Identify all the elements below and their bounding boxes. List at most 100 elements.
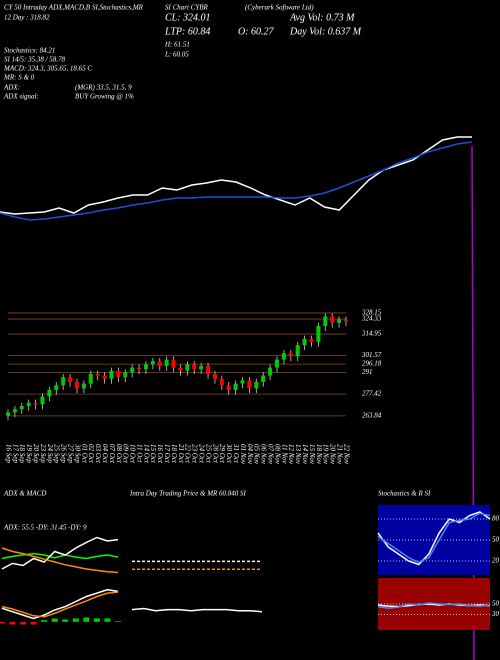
candle-body xyxy=(102,375,107,379)
y-tick-label: 277.42 xyxy=(362,390,382,398)
candle-body xyxy=(344,319,348,322)
x-tick-label: 02 Oct xyxy=(87,444,95,464)
y-tick-label: 296.18 xyxy=(362,360,382,368)
y-tick-label: 50 xyxy=(492,600,500,608)
indicator-text: BUY Growing @ 1% xyxy=(75,93,134,101)
candle-body xyxy=(316,326,321,342)
y-tick-label: 328.15 xyxy=(361,309,382,317)
series-line xyxy=(131,607,263,613)
x-tick-label: 20 Sep xyxy=(32,444,40,463)
x-tick-label: 30 Sep xyxy=(73,443,81,463)
candle-body xyxy=(164,359,169,366)
x-tick-label: 23 Oct xyxy=(191,444,199,464)
panel-title: ADX & MACD xyxy=(3,490,46,498)
candle-body xyxy=(281,353,286,360)
histogram-bar xyxy=(104,618,111,622)
candle-body xyxy=(88,374,93,384)
x-tick-label: 30 Oct xyxy=(225,443,233,464)
x-tick-label: 16 Sep xyxy=(4,444,12,463)
candle-body xyxy=(137,367,142,370)
x-tick-label: 08 Oct xyxy=(115,444,123,464)
x-tick-label: 16 Oct xyxy=(156,444,164,464)
x-tick-label: 25 Sep xyxy=(53,444,61,463)
candle-body xyxy=(171,359,176,368)
candle-body xyxy=(268,367,273,376)
x-tick-label: 23 Sep xyxy=(39,444,47,463)
candle-body xyxy=(226,385,231,390)
candle-body xyxy=(233,383,238,390)
candle-body xyxy=(6,412,10,416)
candle-body xyxy=(81,383,86,389)
candle-body xyxy=(68,377,73,382)
candle-body xyxy=(275,359,280,368)
x-tick-label: 09 Oct xyxy=(122,444,130,464)
x-tick-label: 14 Nov xyxy=(301,444,309,465)
histogram-bar xyxy=(30,621,37,625)
y-tick-label: 314.95 xyxy=(361,330,382,338)
candle-body xyxy=(254,382,259,389)
x-tick-label: 14 Oct xyxy=(142,444,150,464)
series-line xyxy=(377,602,491,609)
candle-body xyxy=(19,406,24,410)
candle-body xyxy=(212,374,217,379)
candle-body xyxy=(95,374,100,376)
x-tick-label: 18 Sep xyxy=(18,444,26,463)
avg-volume: Avg Vol: 0.73 M xyxy=(289,12,355,23)
histogram-bar xyxy=(0,621,5,624)
candle-body xyxy=(337,319,342,323)
x-tick-label: 12 Nov xyxy=(287,444,295,465)
x-tick-label: 06 Nov xyxy=(260,444,268,465)
header-text: CY 50 Intraday ADX,MACD,B xyxy=(4,4,91,12)
panel-annotation: ADX: 55.5 -DY: 31.45 -DY: 9 xyxy=(3,524,87,532)
series-line xyxy=(1,552,119,560)
x-tick-label: 03 Oct xyxy=(94,444,102,464)
candle-body xyxy=(116,370,121,378)
header-text: 12 Day : 318.82 xyxy=(4,14,50,22)
candle-body xyxy=(330,316,335,323)
panel-background xyxy=(378,505,490,575)
x-tick-label: 22 Oct xyxy=(184,444,192,464)
indicator-text: Stochastics: 84.21 xyxy=(4,47,55,55)
candle-body xyxy=(323,316,328,326)
candle-body xyxy=(219,378,224,386)
candle-body xyxy=(47,390,52,397)
x-tick-label: 29 Oct xyxy=(218,444,226,464)
y-tick-label: 30 xyxy=(491,610,500,618)
day-volume: Day Vol: 0.637 M xyxy=(289,26,362,37)
histogram-bar xyxy=(9,621,16,625)
histogram-bar xyxy=(115,621,121,622)
indicator-text: SI 14/5: 35.38 / 58.78 xyxy=(4,56,66,64)
x-tick-label: 10 Oct xyxy=(129,444,137,464)
x-tick-label: 31 Oct xyxy=(232,443,240,464)
series-line xyxy=(1,547,119,574)
header-text: SI,Stochastics,MR xyxy=(92,4,144,12)
x-tick-label: 13 Nov xyxy=(294,444,302,465)
x-tick-label: 07 Oct xyxy=(108,444,116,464)
histogram-bar xyxy=(72,618,79,622)
x-tick-label: 15 Oct xyxy=(149,444,157,464)
x-tick-label: 27 Sep xyxy=(66,444,74,463)
indicator-text: MACD: 324.3, 305.65, 18.65 C xyxy=(3,65,92,73)
header-text: SI Chart CYBR xyxy=(165,4,209,12)
y-tick-label: 324.33 xyxy=(361,315,382,323)
x-tick-label: 22 Nov xyxy=(342,444,350,465)
candle-body xyxy=(61,377,66,386)
candle-body xyxy=(150,361,155,365)
x-tick-label: 01 Nov xyxy=(239,444,247,465)
series-line xyxy=(1,591,119,618)
x-tick-label: 04 Oct xyxy=(101,444,109,464)
panel-title: Intra Day Trading Price & MR 60.840 SI xyxy=(129,490,247,498)
candle-body xyxy=(247,380,252,389)
indicator-text: (MGR) 33.5, 31.5, 9 xyxy=(75,84,132,92)
high-price: H: 61.51 xyxy=(164,41,190,49)
candle-body xyxy=(26,402,31,406)
series-line xyxy=(1,536,119,570)
histogram-bar xyxy=(41,620,48,622)
candle-body xyxy=(143,364,148,370)
x-tick-label: 28 Oct xyxy=(211,444,219,464)
series-line xyxy=(0,136,472,215)
series-line xyxy=(377,511,491,566)
x-tick-label: 18 Oct xyxy=(170,444,178,464)
histogram-bar xyxy=(51,618,58,622)
